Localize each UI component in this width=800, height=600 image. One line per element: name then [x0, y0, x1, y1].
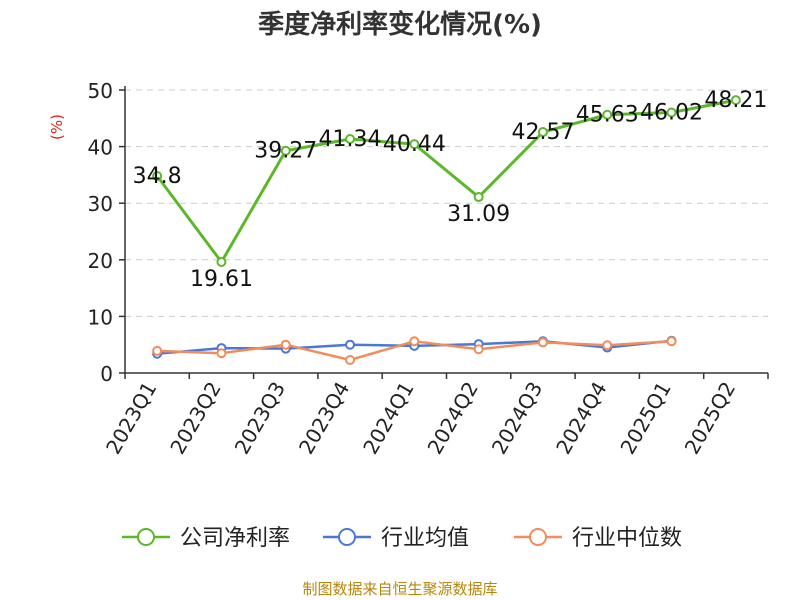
data-point [216, 257, 227, 268]
y-tick-label: 10 [88, 305, 113, 329]
legend-label: 行业中位数 [572, 526, 682, 551]
data-point [602, 109, 613, 120]
data-label: 39.27 [254, 139, 317, 164]
x-tick-label: 2023Q1 [101, 378, 161, 459]
data-label: 41.34 [319, 127, 382, 152]
data-point [152, 345, 163, 356]
y-tick-label: 50 [88, 79, 113, 103]
data-point [216, 348, 227, 359]
data-point [666, 107, 677, 118]
data-point [537, 337, 548, 348]
legend-label: 公司净利率 [180, 526, 290, 551]
data-label: 31.09 [447, 202, 510, 227]
series-line-0 [155, 98, 737, 264]
legend: 公司净利率 行业均值 行业中位数 [122, 526, 682, 551]
data-point [537, 127, 548, 138]
y-tick-label: 40 [88, 136, 113, 160]
data-point [152, 171, 163, 182]
y-tick-label: 20 [88, 249, 113, 273]
data-point [409, 139, 420, 150]
data-label: 45.63 [576, 103, 639, 128]
data-label: 48.21 [704, 88, 767, 113]
data-label: 40.44 [383, 132, 446, 157]
data-label: 42.57 [511, 120, 574, 145]
x-tick-label: 2023Q4 [294, 378, 354, 459]
y-axis-label: (%) [48, 114, 66, 140]
data-point [473, 192, 484, 203]
x-tick-label: 2025Q1 [615, 378, 675, 459]
x-tick-label: 2024Q1 [358, 378, 418, 459]
x-tick-label: 2024Q4 [551, 378, 611, 459]
y-tick-label: 30 [88, 192, 113, 216]
data-point [280, 145, 291, 156]
data-point [602, 340, 613, 351]
data-label: 34.8 [133, 164, 182, 189]
x-tick-label: 2023Q2 [165, 378, 225, 459]
data-point [730, 95, 741, 106]
legend-marker [137, 528, 155, 546]
y-tick-label: 0 [100, 362, 113, 386]
x-tick-label: 2025Q2 [680, 378, 740, 459]
data-point [345, 134, 356, 145]
x-tick-label: 2024Q2 [423, 378, 483, 459]
legend-marker [529, 528, 547, 546]
data-point [666, 336, 677, 347]
x-tick-label: 2024Q3 [487, 378, 547, 459]
data-point [473, 344, 484, 355]
data-label: 19.61 [190, 267, 253, 292]
data-point [345, 339, 356, 350]
legend-marker [338, 528, 356, 546]
data-point [280, 339, 291, 350]
chart-title: 季度净利率变化情况(%) [258, 10, 542, 40]
source-text: 制图数据来自恒生聚源数据库 [302, 580, 498, 598]
data-point [345, 354, 356, 365]
x-tick-label: 2023Q3 [230, 378, 290, 459]
data-point [409, 336, 420, 347]
data-label: 46.02 [640, 101, 703, 126]
legend-label: 行业均值 [381, 526, 469, 551]
gridlines [125, 89, 768, 317]
